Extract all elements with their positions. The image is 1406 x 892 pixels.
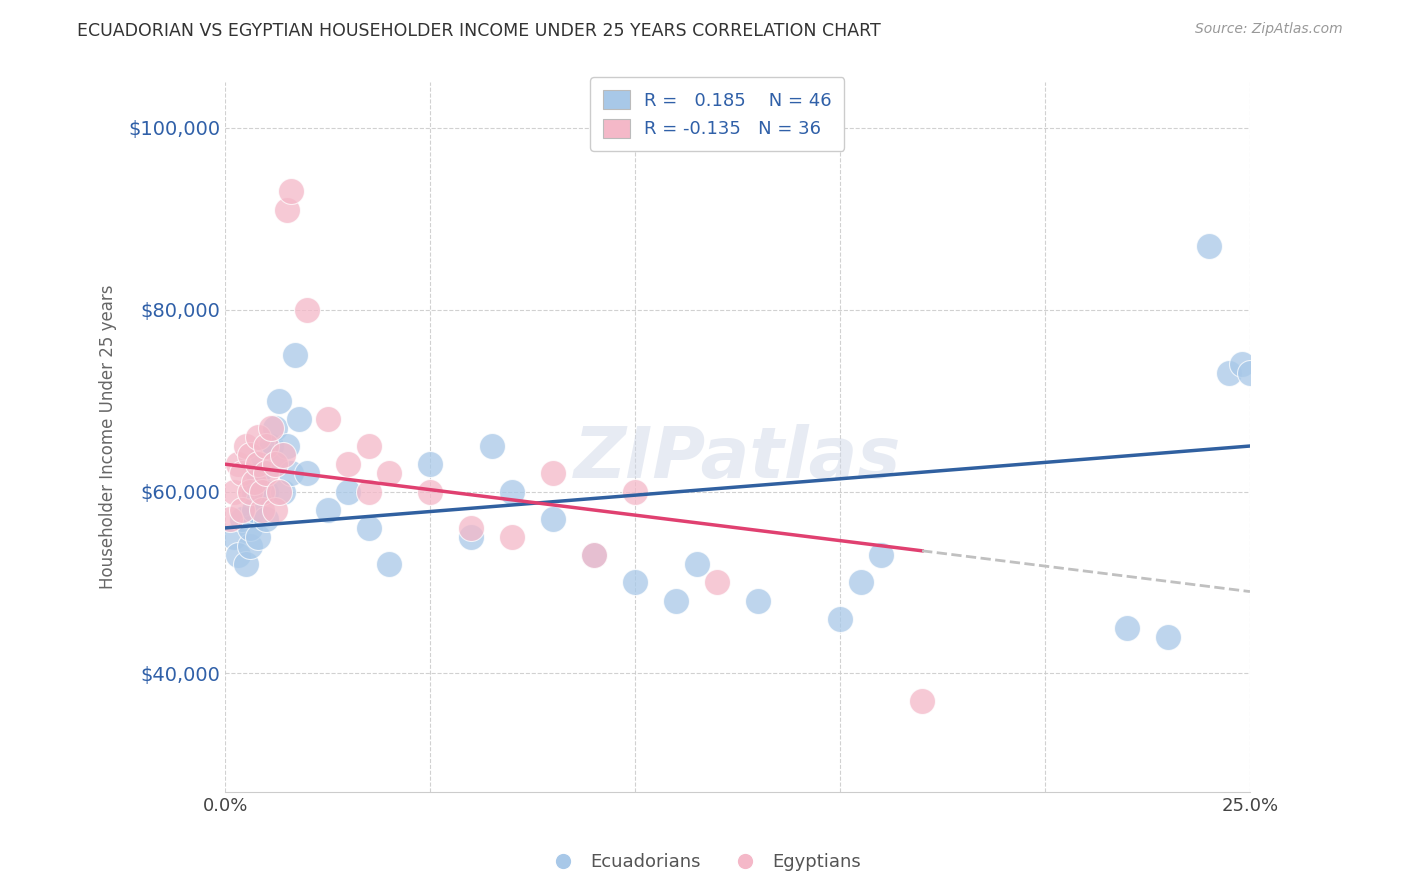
Legend: Ecuadorians, Egyptians: Ecuadorians, Egyptians bbox=[537, 847, 869, 879]
Point bbox=[1239, 366, 1261, 380]
Point bbox=[337, 484, 360, 499]
Point bbox=[222, 484, 245, 499]
Point bbox=[460, 530, 482, 544]
Point bbox=[256, 512, 278, 526]
Point bbox=[583, 548, 606, 562]
Point bbox=[583, 548, 606, 562]
Point bbox=[849, 575, 872, 590]
Point bbox=[256, 439, 278, 453]
Point bbox=[267, 393, 290, 408]
Point bbox=[259, 421, 281, 435]
Point bbox=[911, 694, 934, 708]
Point bbox=[665, 593, 688, 607]
Point bbox=[284, 348, 307, 362]
Point bbox=[239, 539, 262, 553]
Point bbox=[337, 457, 360, 471]
Point bbox=[276, 439, 298, 453]
Point bbox=[252, 484, 274, 499]
Point bbox=[247, 457, 270, 471]
Point bbox=[243, 484, 266, 499]
Point bbox=[624, 575, 647, 590]
Point bbox=[501, 484, 523, 499]
Text: ECUADORIAN VS EGYPTIAN HOUSEHOLDER INCOME UNDER 25 YEARS CORRELATION CHART: ECUADORIAN VS EGYPTIAN HOUSEHOLDER INCOM… bbox=[77, 22, 882, 40]
Point bbox=[419, 457, 441, 471]
Point bbox=[235, 439, 257, 453]
Point bbox=[280, 467, 302, 481]
Point bbox=[235, 558, 257, 572]
Point bbox=[226, 548, 249, 562]
Point bbox=[316, 411, 339, 425]
Point bbox=[243, 502, 266, 516]
Point bbox=[624, 484, 647, 499]
Point bbox=[252, 502, 274, 516]
Point bbox=[247, 430, 270, 444]
Point bbox=[747, 593, 769, 607]
Point bbox=[271, 484, 294, 499]
Point bbox=[378, 558, 401, 572]
Point bbox=[263, 457, 285, 471]
Point bbox=[226, 457, 249, 471]
Point bbox=[1157, 630, 1180, 644]
Point bbox=[222, 530, 245, 544]
Text: Source: ZipAtlas.com: Source: ZipAtlas.com bbox=[1195, 22, 1343, 37]
Point bbox=[243, 475, 266, 490]
Point bbox=[247, 530, 270, 544]
Point bbox=[252, 448, 274, 462]
Point bbox=[357, 484, 380, 499]
Point bbox=[481, 439, 503, 453]
Point bbox=[357, 439, 380, 453]
Point bbox=[830, 612, 852, 626]
Point bbox=[259, 439, 281, 453]
Point bbox=[297, 467, 319, 481]
Point bbox=[239, 521, 262, 535]
Point bbox=[231, 502, 253, 516]
Point bbox=[271, 448, 294, 462]
Point bbox=[419, 484, 441, 499]
Point bbox=[1230, 357, 1253, 371]
Point bbox=[543, 467, 565, 481]
Point bbox=[543, 512, 565, 526]
Point bbox=[460, 521, 482, 535]
Point bbox=[288, 411, 311, 425]
Point bbox=[357, 521, 380, 535]
Point bbox=[218, 512, 240, 526]
Point bbox=[316, 502, 339, 516]
Point bbox=[231, 467, 253, 481]
Legend: R =   0.185    N = 46, R = -0.135   N = 36: R = 0.185 N = 46, R = -0.135 N = 36 bbox=[591, 77, 845, 151]
Point bbox=[280, 184, 302, 198]
Point bbox=[870, 548, 893, 562]
Point bbox=[686, 558, 709, 572]
Point bbox=[231, 512, 253, 526]
Point bbox=[297, 302, 319, 317]
Point bbox=[267, 484, 290, 499]
Point bbox=[263, 421, 285, 435]
Point bbox=[239, 448, 262, 462]
Point bbox=[247, 467, 270, 481]
Text: ZIPatlas: ZIPatlas bbox=[574, 424, 901, 492]
Point bbox=[1218, 366, 1240, 380]
Point bbox=[256, 484, 278, 499]
Point bbox=[276, 202, 298, 217]
Point bbox=[263, 457, 285, 471]
Point bbox=[239, 484, 262, 499]
Point bbox=[1198, 239, 1220, 253]
Point bbox=[501, 530, 523, 544]
Point bbox=[706, 575, 728, 590]
Point bbox=[1116, 621, 1139, 635]
Y-axis label: Householder Income Under 25 years: Householder Income Under 25 years bbox=[100, 285, 117, 590]
Point bbox=[263, 502, 285, 516]
Point bbox=[378, 467, 401, 481]
Point bbox=[256, 467, 278, 481]
